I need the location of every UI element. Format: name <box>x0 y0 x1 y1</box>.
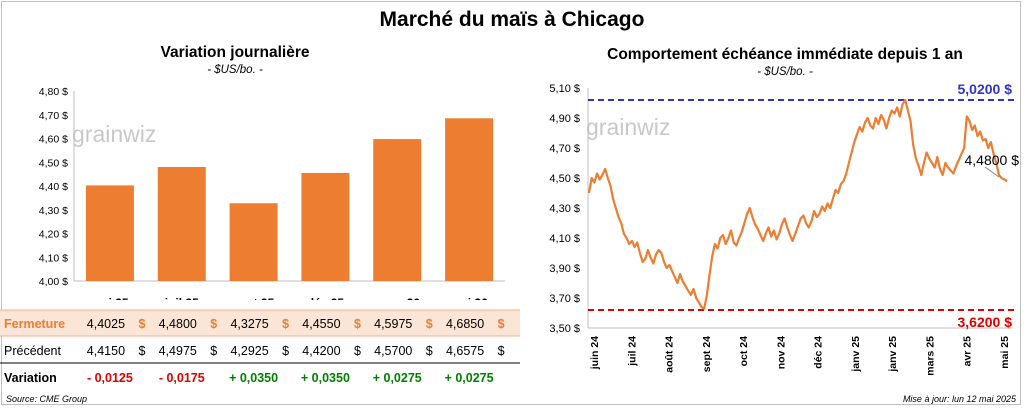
y-tick-label: 4,30 $ <box>549 203 580 215</box>
x-tick-label: sept 25 <box>233 296 275 300</box>
row-label: Précédent <box>4 344 62 358</box>
y-tick-label: 4,50 $ <box>549 173 580 185</box>
table-cell: 4,2925 <box>230 344 268 358</box>
price-series-line <box>587 98 1008 310</box>
x-tick-label: juil 25 <box>164 296 199 300</box>
table-cell: 4,4800 <box>159 317 197 331</box>
table-cell: + 0,0350 <box>301 371 350 385</box>
table-cell-currency: $ <box>426 317 433 331</box>
bar <box>229 203 278 281</box>
y-tick-label: 3,50 $ <box>549 323 580 335</box>
table-cell-currency: $ <box>210 317 217 331</box>
table-cell: 4,4025 <box>87 317 125 331</box>
x-tick-label: janv 25 <box>850 336 862 373</box>
fermeture-row-bg <box>0 310 520 336</box>
price-table: Fermeture 4,4025 $4,4800 $4,3275 $4,4550 $4,5… <box>0 309 520 385</box>
x-tick-label: mai 25 <box>91 296 129 300</box>
table-cell-currency: $ <box>498 344 505 358</box>
watermark-logo: grainwiz <box>72 121 156 147</box>
table-cell: 4,5700 <box>374 344 412 358</box>
table-cell: 4,4200 <box>302 344 340 358</box>
x-tick-label: juin 24 <box>589 336 601 370</box>
table-cell-currency: $ <box>354 317 361 331</box>
table-cell: + 0,0350 <box>229 371 278 385</box>
y-tick-label: 3,90 $ <box>549 263 580 275</box>
table-cell: 4,3275 <box>230 317 268 331</box>
source-note: Source: CME Group <box>6 394 88 404</box>
last-value-label: 4,4800 $ <box>965 152 1020 168</box>
line-chart-unit: - $US/bo. - <box>757 66 813 78</box>
x-tick-label: déc 25 <box>307 296 345 300</box>
line-chart: grainwiz 3,50 $ 3,70 $ 3,90 $ 4,10 $ 4,30 $ 4,… <box>549 81 1020 376</box>
x-tick-label: mai 26 <box>450 296 488 300</box>
table-cell-currency: $ <box>282 344 289 358</box>
row-label: Fermeture <box>4 317 65 331</box>
y-tick-label: 4,00 $ <box>39 276 68 288</box>
bar <box>157 167 206 281</box>
bar-chart: grainwiz 4,00 $ 4,10 $ 4,20 $ 4,30 $ 4,40 $ 4,… <box>39 86 505 300</box>
last-value-leader <box>984 166 1000 178</box>
y-tick-label: 4,20 $ <box>39 229 68 241</box>
row-label: Variation <box>4 371 57 385</box>
bar <box>301 172 350 281</box>
x-tick-label: nov 24 <box>775 336 787 369</box>
table-cell-currency: $ <box>138 344 145 358</box>
x-tick-label: janv 25 <box>887 336 899 373</box>
x-tick-label: déc 24 <box>813 336 825 369</box>
y-tick-label: 5,10 $ <box>549 83 580 95</box>
table-cell: 4,4550 <box>302 317 340 331</box>
x-tick-label: juil 24 <box>626 336 638 367</box>
main-title: Marché du maïs à Chicago <box>379 8 645 31</box>
low-label: 3,6200 $ <box>958 314 1013 330</box>
table-cell-currency: $ <box>426 344 433 358</box>
table-cell-currency: $ <box>210 344 217 358</box>
table-cell: 4,4975 <box>159 344 197 358</box>
bar-chart-title: Variation journalière <box>160 44 310 61</box>
bar <box>445 118 494 281</box>
table-cell: + 0,0275 <box>445 371 494 385</box>
x-tick-label: sept 24 <box>701 336 713 372</box>
y-tick-label: 4,90 $ <box>549 113 580 125</box>
table-cell: - 0,0125 <box>87 371 133 385</box>
y-tick-label: 4,10 $ <box>549 233 580 245</box>
line-chart-title: Comportement échéance immédiate depuis 1… <box>607 46 963 63</box>
watermark-logo: grainwiz <box>586 114 670 140</box>
high-label: 5,0200 $ <box>958 81 1013 97</box>
x-tick-label: avr 25 <box>962 336 974 367</box>
table-cell: 4,6575 <box>446 344 484 358</box>
table-cell-currency: $ <box>138 317 145 331</box>
y-tick-label: 4,40 $ <box>39 181 68 193</box>
table-cell-currency: $ <box>498 317 505 331</box>
bar-chart-unit: - $US/bo. - <box>207 64 263 76</box>
update-note: Mise à jour: lun 12 mai 2025 <box>902 394 1016 404</box>
bar <box>85 185 134 281</box>
y-tick-label: 3,70 $ <box>549 293 580 305</box>
x-tick-label: mai 25 <box>999 336 1011 369</box>
y-tick-label: 4,70 $ <box>549 143 580 155</box>
table-cell: - 0,0175 <box>159 371 205 385</box>
table-cell: 4,6850 <box>446 317 484 331</box>
table-cell-currency: $ <box>282 317 289 331</box>
table-cell: 4,4150 <box>87 344 125 358</box>
x-tick-label: août 24 <box>664 336 676 373</box>
bar <box>373 139 422 281</box>
x-tick-label: mars 26 <box>375 296 421 300</box>
table-cell: + 0,0275 <box>373 371 422 385</box>
y-tick-label: 4,50 $ <box>39 157 68 169</box>
y-tick-label: 4,30 $ <box>39 205 68 217</box>
table-cell-currency: $ <box>354 344 361 358</box>
x-tick-label: oct 24 <box>738 336 750 367</box>
table-cell: 4,5975 <box>374 317 412 331</box>
y-tick-label: 4,60 $ <box>39 134 68 146</box>
x-tick-label: mars 25 <box>925 336 937 376</box>
y-tick-label: 4,80 $ <box>39 86 68 98</box>
y-tick-label: 4,10 $ <box>39 252 68 264</box>
y-tick-label: 4,70 $ <box>39 110 68 122</box>
